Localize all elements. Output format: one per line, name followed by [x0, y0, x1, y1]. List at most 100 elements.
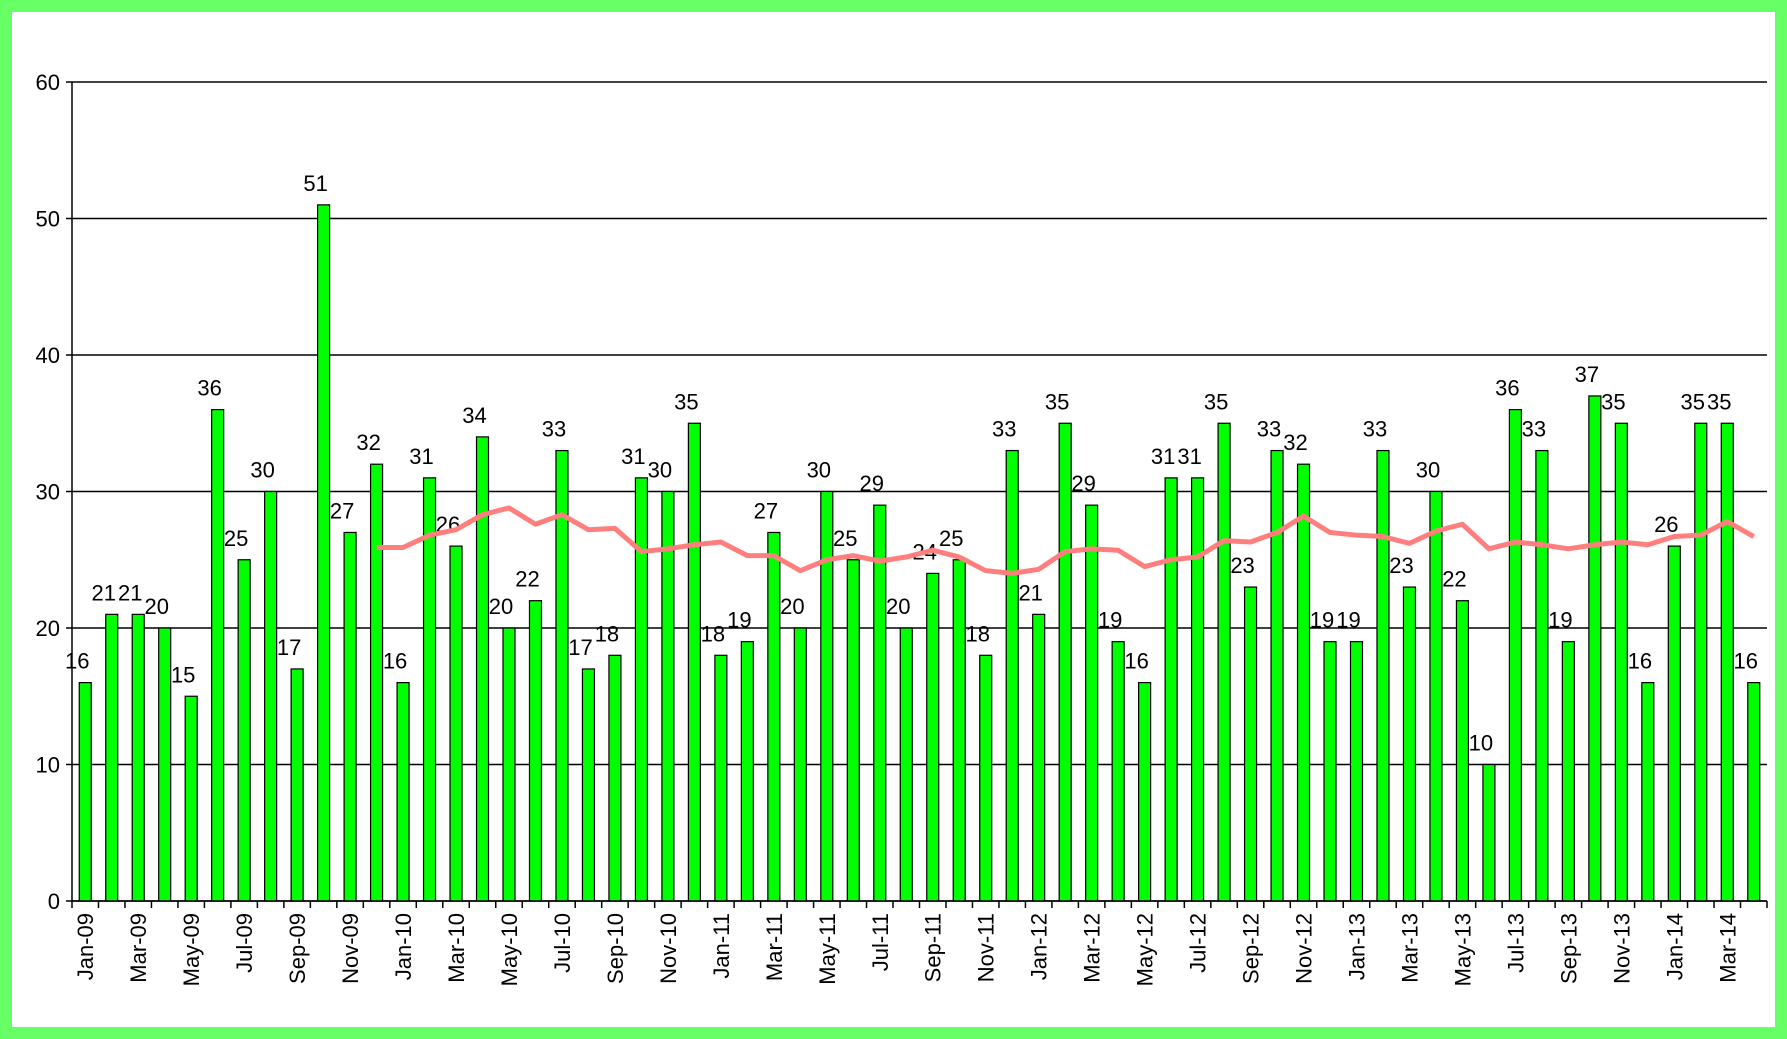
bar: [740, 641, 754, 902]
data-label: 27: [330, 498, 354, 523]
data-label: 30: [1416, 458, 1440, 483]
data-label: 37: [1575, 362, 1599, 387]
data-label: 25: [833, 526, 857, 551]
data-label: 35: [1045, 389, 1069, 414]
bar: [1323, 641, 1337, 902]
data-label: 32: [356, 430, 380, 455]
bar: [1138, 681, 1152, 902]
data-label: 30: [807, 458, 831, 483]
bar: [211, 409, 225, 902]
bar: [1508, 409, 1522, 902]
x-tick-label: Jan-09: [73, 913, 98, 980]
bar: [1455, 600, 1470, 902]
bar: [264, 490, 278, 902]
data-label: 19: [1336, 608, 1360, 633]
data-label: 26: [1654, 512, 1678, 537]
x-tick-label: Mar-13: [1397, 913, 1422, 983]
bar: [846, 559, 860, 902]
bar: [78, 681, 92, 902]
data-label: 19: [727, 608, 751, 633]
y-tick-label: 40: [36, 343, 60, 368]
data-label: 29: [860, 471, 884, 496]
bar: [105, 613, 119, 902]
x-tick-label: Nov-13: [1609, 913, 1634, 984]
x-tick-label: Mar-10: [444, 913, 469, 983]
data-label: 25: [224, 526, 248, 551]
bar: [237, 559, 251, 902]
data-label: 36: [197, 376, 221, 401]
bar: [926, 572, 940, 902]
bar: [1376, 449, 1390, 902]
bar: [1243, 586, 1258, 902]
x-tick-label: Jan-11: [709, 913, 734, 979]
x-tick-label: Jan-12: [1027, 913, 1052, 980]
bar: [1270, 449, 1284, 902]
data-label: 19: [1310, 608, 1334, 633]
y-tick-label: 10: [36, 753, 60, 778]
bar: [1296, 463, 1311, 902]
bar: [1217, 422, 1231, 902]
data-label: 21: [91, 580, 115, 605]
bar: [1667, 545, 1681, 902]
x-tick-label: Jan-10: [391, 913, 416, 980]
x-tick-label: May-12: [1133, 913, 1158, 986]
bar: [343, 531, 357, 902]
data-label: 29: [1071, 471, 1095, 496]
x-tick-label: May-11: [815, 913, 840, 985]
data-label: 33: [992, 417, 1016, 442]
data-label: 51: [303, 171, 327, 196]
data-label: 33: [1522, 417, 1546, 442]
bar: [767, 531, 781, 902]
bar: [1720, 422, 1734, 902]
data-label: 31: [621, 444, 645, 469]
data-label: 21: [1018, 580, 1042, 605]
x-tick-label: Jul-10: [550, 913, 575, 973]
bar: [449, 545, 463, 902]
x-tick-label: May-13: [1450, 913, 1475, 986]
bar: [396, 681, 410, 902]
data-label: 15: [171, 662, 195, 687]
bar: [793, 627, 807, 902]
x-tick-label: Mar-12: [1080, 913, 1105, 983]
data-label: 33: [542, 417, 566, 442]
bar: [184, 695, 198, 902]
bar: [422, 477, 437, 902]
y-tick-label: 60: [36, 70, 60, 95]
x-tick-label: Sep-11: [921, 913, 946, 982]
data-label: 33: [1257, 417, 1281, 442]
x-tick-label: Sep-09: [285, 913, 310, 984]
data-label: 18: [595, 621, 619, 646]
bar: [661, 490, 675, 902]
data-label: 20: [144, 594, 168, 619]
bar: [1032, 613, 1046, 902]
data-label: 31: [1177, 444, 1201, 469]
bar: [158, 627, 172, 902]
x-tick-label: Mar-11: [762, 913, 787, 981]
bar: [952, 559, 966, 902]
bar: [317, 204, 331, 902]
x-tick-label: May-09: [179, 913, 204, 986]
x-tick-label: Nov-09: [338, 913, 363, 984]
data-label: 19: [1548, 608, 1572, 633]
data-label: 23: [1389, 553, 1413, 578]
bar: [1111, 641, 1125, 902]
bar: [714, 654, 728, 902]
moving-average-line: [376, 505, 1755, 576]
data-label: 30: [250, 458, 274, 483]
data-label: 22: [515, 567, 539, 592]
bar: [1535, 449, 1549, 902]
data-label: 10: [1469, 731, 1493, 756]
bar: [899, 627, 913, 902]
bar: [1005, 449, 1019, 902]
x-tick-label: Sep-13: [1556, 913, 1581, 984]
bar: [1641, 681, 1655, 902]
x-tick-label: Jan-14: [1662, 913, 1687, 980]
data-label: 35: [1707, 389, 1731, 414]
x-tick-label: Sep-10: [603, 913, 628, 984]
data-label: 35: [1681, 389, 1705, 414]
y-tick-label: 50: [36, 207, 60, 232]
data-label: 16: [1124, 649, 1148, 674]
bar: [581, 668, 596, 902]
bar: [873, 504, 887, 902]
